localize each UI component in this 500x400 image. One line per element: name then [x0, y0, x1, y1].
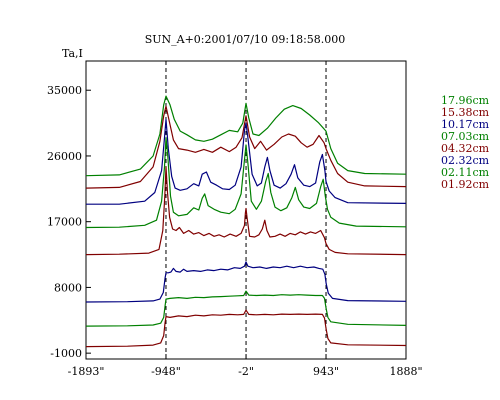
- legend-entry: 02.32cm: [441, 154, 490, 167]
- x-tick-label: 943": [313, 365, 339, 378]
- legend-entry: 04.32cm: [441, 142, 490, 155]
- legend-entry: 07.03cm: [441, 130, 490, 143]
- series-line: [85, 261, 407, 303]
- series-line: [85, 309, 407, 348]
- series-line: [85, 137, 407, 229]
- y-tick-label: 35000: [47, 84, 82, 97]
- y-tick-label: -1000: [50, 347, 82, 360]
- legend-entry: 10.17cm: [441, 118, 490, 131]
- y-tick-label: 26000: [47, 150, 82, 163]
- series-line: [85, 105, 407, 189]
- x-tick-label: -948": [151, 365, 181, 378]
- legend-entry: 01.92cm: [441, 178, 490, 191]
- chart-title: SUN_A+0:2001/07/10 09:18:58.000: [145, 33, 346, 46]
- y-axis-ticks: 35000 26000 17000 8000 -1000: [47, 84, 91, 360]
- legend: 17.96cm15.38cm10.17cm07.03cm04.32cm02.32…: [441, 94, 490, 191]
- legend-entry: 02.11cm: [441, 166, 490, 179]
- x-tick-label: -1893": [68, 365, 105, 378]
- y-tick-label: 8000: [54, 281, 82, 294]
- series-line: [86, 118, 407, 205]
- series-line: [85, 290, 407, 327]
- y-tick-label: 17000: [47, 216, 82, 229]
- legend-entry: 17.96cm: [441, 94, 490, 107]
- y-axis-label: Ta,I: [62, 47, 83, 60]
- x-tick-label: 1888": [389, 365, 422, 378]
- x-axis-ticks: -1893" -948" -2" 943" 1888": [68, 354, 423, 378]
- series-line: [85, 166, 407, 256]
- x-tick-label: -2": [238, 365, 254, 378]
- series-lines: [85, 95, 407, 348]
- series-line: [85, 95, 407, 177]
- legend-entry: 15.38cm: [441, 106, 490, 119]
